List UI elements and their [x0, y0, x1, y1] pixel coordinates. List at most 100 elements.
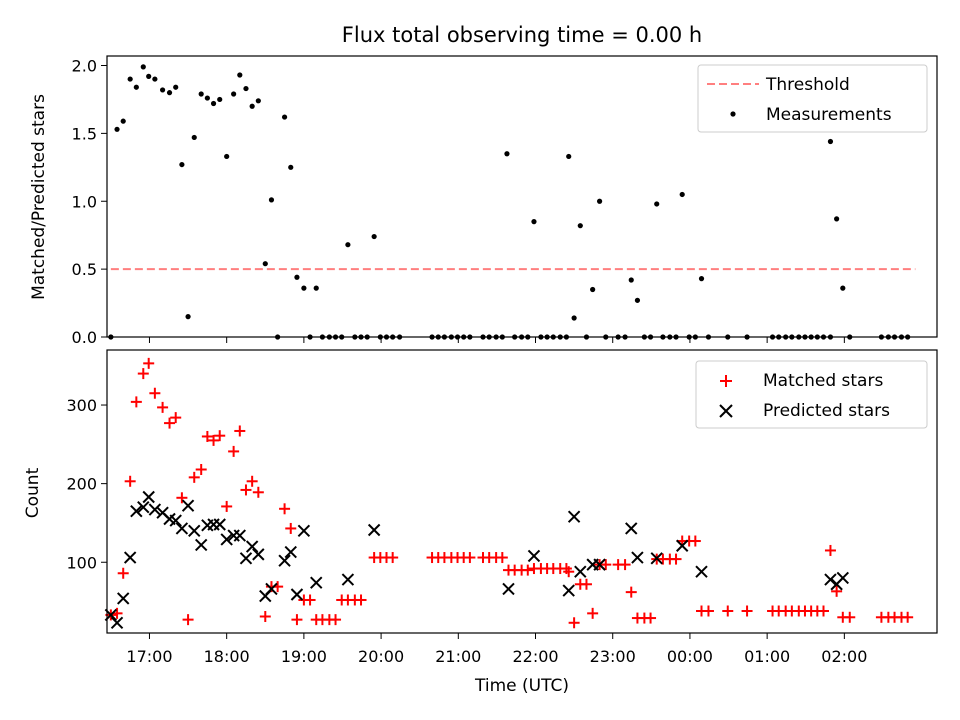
matched-star-marker [625, 586, 637, 598]
predicted-star-marker-b [194, 538, 208, 552]
predicted-star-marker-b [278, 554, 291, 567]
measurement-point [185, 314, 191, 320]
measurement-point [345, 242, 351, 248]
predicted-star-marker-b [175, 522, 189, 535]
top-panel: Flux total observing time = 0.00 h Match… [29, 23, 938, 347]
matched-star-marker [818, 605, 830, 617]
matched-star-marker [143, 357, 155, 369]
predicted-star-marker-b [593, 558, 606, 571]
predicted-star-marker [130, 504, 143, 518]
matched-star-marker [600, 559, 612, 571]
matched-star-marker [387, 552, 399, 564]
predicted-star-marker [110, 616, 124, 629]
predicted-star-marker-b [297, 524, 311, 538]
matched-legend-label: Matched stars [763, 371, 883, 391]
matched-star-marker [170, 412, 182, 424]
predicted-star-marker [297, 524, 311, 538]
matched-star-marker [689, 535, 701, 547]
bottom-x-axis-label: Time (UTC) [474, 676, 569, 696]
matched-star-marker [246, 475, 258, 487]
measurements-legend-label: Measurements [766, 105, 892, 125]
matched-star-marker [117, 567, 129, 579]
predicted-star-marker [148, 503, 162, 516]
matched-star-marker [164, 417, 176, 429]
predicted-star-marker-b [169, 514, 182, 527]
predicted-star-marker [213, 518, 226, 531]
matched-star-marker [149, 387, 161, 399]
top-chart-title: Flux total observing time = 0.00 h [342, 23, 702, 47]
matched-star-marker [228, 445, 240, 457]
bottom-x-tick-label: 23:00 [590, 647, 636, 666]
predicted-star-marker [220, 533, 233, 546]
bottom-panel: Time (UTC) Count 100 200 300 17:00 18:00 19:0… [23, 349, 938, 696]
predicted-star-marker [207, 518, 220, 531]
predicted-star-marker-b [213, 518, 226, 531]
predicted-star-marker-b [265, 582, 278, 596]
predicted-star-marker [245, 540, 259, 553]
measurement-point [120, 118, 126, 124]
matched-star-marker [844, 611, 856, 623]
bottom-x-tick-label: 18:00 [204, 647, 250, 666]
predicted-star-marker [502, 582, 515, 596]
measurement-point [231, 91, 237, 97]
measurement-point [571, 315, 577, 321]
predicted-star-marker [169, 514, 182, 527]
predicted-star-marker-b [252, 548, 265, 561]
predicted-star-marker [278, 554, 291, 567]
predicted-star-marker-b [341, 573, 355, 586]
predicted-star-marker-b [220, 533, 233, 546]
measurement-point [133, 84, 139, 90]
predicted-star-marker [284, 545, 297, 559]
predicted-star-marker-b [233, 529, 247, 542]
predicted-star-marker [252, 548, 265, 561]
predicted-star-marker [188, 524, 201, 538]
predicted-star-marker [650, 552, 663, 565]
predicted-star-marker-b [137, 501, 150, 514]
predicted-star-marker [175, 522, 189, 535]
measurement-point [255, 98, 261, 104]
matched-star-marker [670, 553, 682, 565]
matched-star-marker [291, 614, 303, 626]
predicted-star-marker [567, 510, 581, 523]
predicted-star-marker [233, 529, 247, 542]
predicted-star-marker [181, 499, 195, 512]
bottom-legend-box [695, 360, 928, 429]
top-y-tick-label: 2.0 [72, 57, 97, 76]
matched-star-marker [214, 430, 226, 442]
measurement-point [698, 276, 705, 282]
top-y-tick-label: 1.5 [72, 124, 97, 143]
bottom-plot-frame [106, 349, 938, 634]
measurement-point [301, 285, 307, 291]
measurement-point [268, 197, 275, 203]
predicted-star-marker-b [695, 565, 708, 578]
bottom-y-tick-label: 100 [66, 553, 97, 572]
predicted-star-marker [824, 573, 837, 586]
matched-legend-marker [720, 375, 732, 387]
measurement-point [596, 198, 603, 204]
matched-star-marker [741, 605, 753, 617]
bottom-x-tick-label: 22:00 [512, 647, 558, 666]
measurement-point [313, 285, 319, 291]
measurement-point [371, 233, 377, 240]
measurement-point [288, 164, 294, 170]
measurement-point [224, 153, 230, 160]
matched-star-marker [355, 594, 367, 606]
predicted-star-marker-b [188, 524, 201, 538]
predicted-star-marker-b [824, 573, 837, 586]
bottom-plot-area: 100 200 300 17:00 18:00 19:00 20:00 21:00 22:00 2… [66, 357, 914, 666]
top-y-axis-label: Matched/Predicted stars [29, 94, 49, 300]
measurement-point [237, 72, 243, 78]
measurement-point [166, 90, 173, 96]
measurement-point [127, 76, 133, 82]
top-y-tick-label: 1.0 [72, 192, 97, 211]
predicted-star-marker [290, 588, 304, 601]
measurement-point [217, 96, 223, 103]
measurement-point [159, 87, 166, 93]
measurement-point [191, 134, 197, 141]
bottom-y-axis-label: Count [23, 467, 43, 518]
matched-star-marker [568, 617, 580, 629]
matched-star-marker [824, 544, 836, 556]
matched-star-marker [580, 578, 592, 590]
predicted-star-marker [341, 573, 355, 586]
